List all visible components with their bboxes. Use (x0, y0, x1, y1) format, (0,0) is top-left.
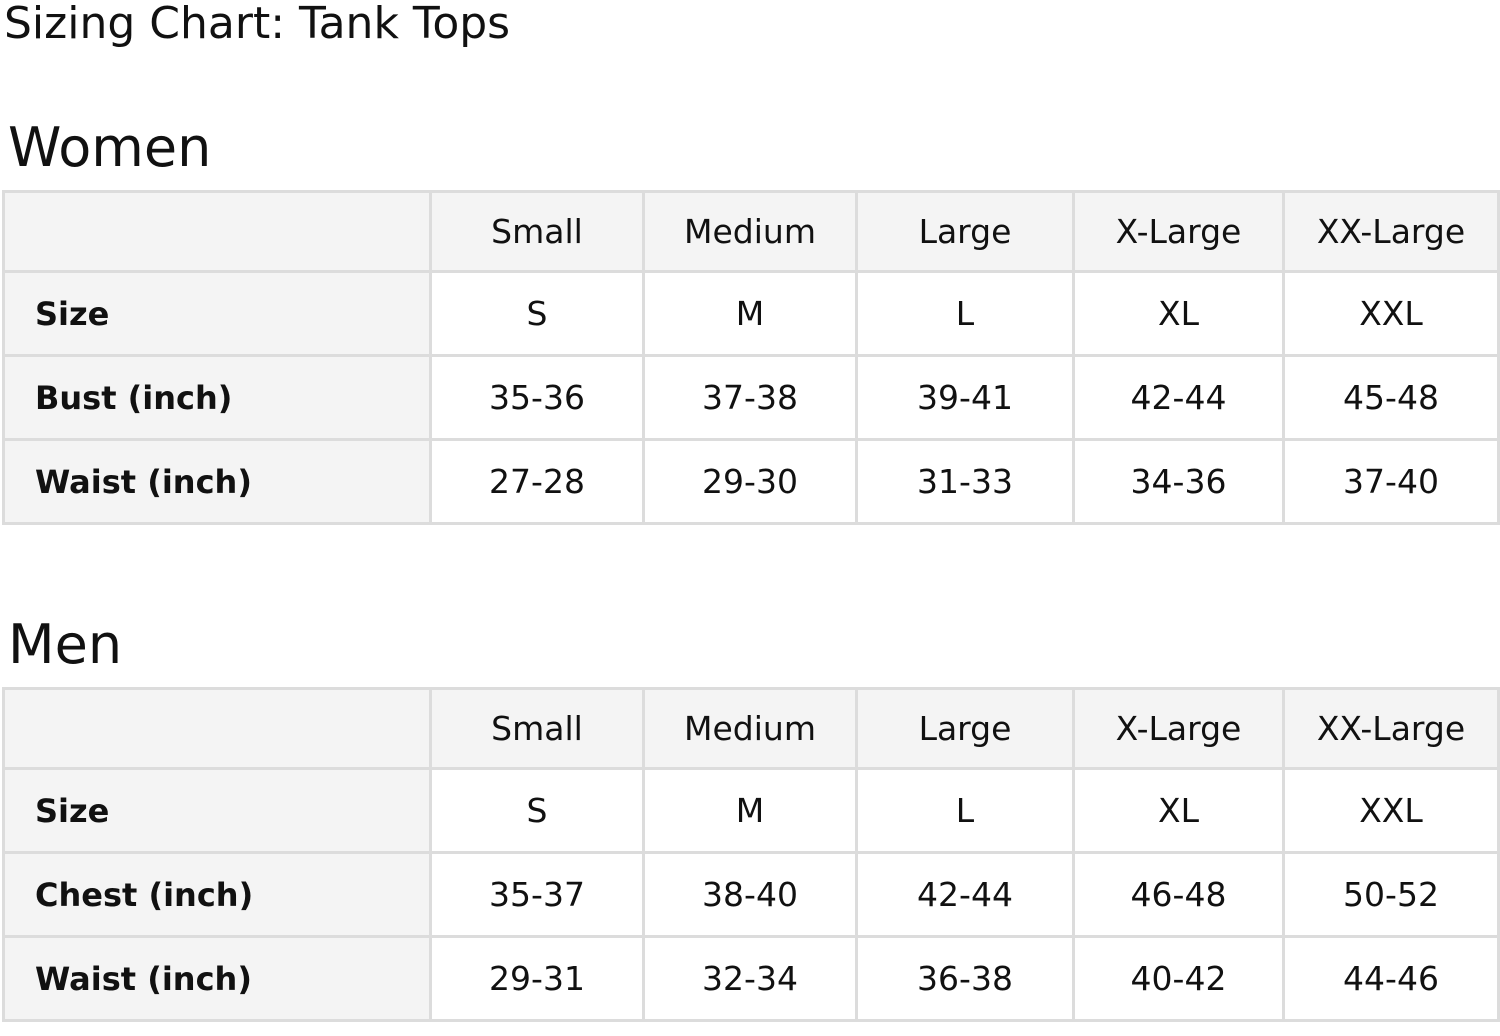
table-cell: XL (1072, 767, 1285, 854)
table-cell: M (642, 767, 858, 854)
column-header: X-Large (1072, 190, 1285, 273)
column-header (2, 687, 432, 770)
table-cell: 38-40 (642, 851, 858, 938)
table-row: Waist (inch) 29-31 32-34 36-38 40-42 44-46 (2, 935, 1500, 1022)
table-row: Waist (inch) 27-28 29-30 31-33 34-36 37-40 (2, 438, 1500, 525)
table-cell: XXL (1282, 767, 1500, 854)
column-header: Large (855, 687, 1075, 770)
column-header: Large (855, 190, 1075, 273)
table-cell: 27-28 (429, 438, 645, 525)
table-cell: 39-41 (855, 354, 1075, 441)
row-label: Waist (inch) (2, 935, 432, 1022)
table-cell: M (642, 270, 858, 357)
table-cell: 32-34 (642, 935, 858, 1022)
table-cell: L (855, 270, 1075, 357)
table-cell: 45-48 (1282, 354, 1500, 441)
row-label: Chest (inch) (2, 851, 432, 938)
table-cell: 35-37 (429, 851, 645, 938)
page-title: Sizing Chart: Tank Tops (4, 0, 511, 49)
column-header: XX-Large (1282, 190, 1500, 273)
table-cell: 29-30 (642, 438, 858, 525)
table-cell: 37-40 (1282, 438, 1500, 525)
table-cell: S (429, 270, 645, 357)
table-row: Bust (inch) 35-36 37-38 39-41 42-44 45-48 (2, 354, 1500, 441)
table-cell: L (855, 767, 1075, 854)
column-header: Medium (642, 190, 858, 273)
table-cell: S (429, 767, 645, 854)
table-cell: 40-42 (1072, 935, 1285, 1022)
column-header (2, 190, 432, 273)
table-row: Chest (inch) 35-37 38-40 42-44 46-48 50-52 (2, 851, 1500, 938)
table-cell: 34-36 (1072, 438, 1285, 525)
table-row: Size S M L XL XXL (2, 767, 1500, 854)
header-row: Small Medium Large X-Large XX-Large (2, 687, 1500, 770)
table-cell: 31-33 (855, 438, 1075, 525)
header-row: Small Medium Large X-Large XX-Large (2, 190, 1500, 273)
table-cell: XXL (1282, 270, 1500, 357)
row-label: Size (2, 767, 432, 854)
table-cell: 36-38 (855, 935, 1075, 1022)
table-row: Size S M L XL XXL (2, 270, 1500, 357)
row-label: Bust (inch) (2, 354, 432, 441)
table-cell: 37-38 (642, 354, 858, 441)
table-cell: 35-36 (429, 354, 645, 441)
table-cell: 29-31 (429, 935, 645, 1022)
women-heading: Women (8, 116, 212, 179)
table-cell: 42-44 (855, 851, 1075, 938)
table-cell: XL (1072, 270, 1285, 357)
column-header: XX-Large (1282, 687, 1500, 770)
column-header: Small (429, 687, 645, 770)
table-cell: 42-44 (1072, 354, 1285, 441)
table-cell: 44-46 (1282, 935, 1500, 1022)
column-header: Medium (642, 687, 858, 770)
men-size-table: Small Medium Large X-Large XX-Large Size S M L XL… (2, 687, 1500, 1022)
table-cell: 50-52 (1282, 851, 1500, 938)
women-size-table: Small Medium Large X-Large XX-Large Size S M L XL… (2, 190, 1500, 525)
men-heading: Men (8, 613, 123, 676)
table-cell: 46-48 (1072, 851, 1285, 938)
column-header: Small (429, 190, 645, 273)
row-label: Size (2, 270, 432, 357)
row-label: Waist (inch) (2, 438, 432, 525)
column-header: X-Large (1072, 687, 1285, 770)
